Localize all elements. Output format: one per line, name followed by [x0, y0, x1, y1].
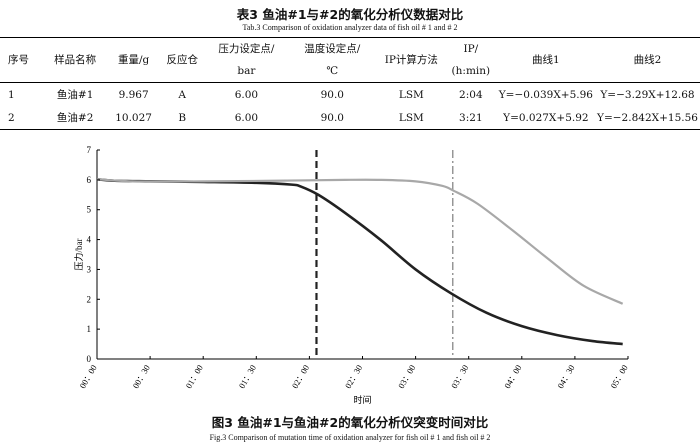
x-tick-label: 01：30: [237, 363, 258, 390]
x-tick-label: 04：30: [555, 363, 576, 390]
header-cell: IP/(h:min): [444, 37, 497, 83]
x-tick-label: 02：00: [290, 363, 311, 390]
y-tick-label: 1: [87, 324, 92, 334]
figure-title: 图3 鱼油#1与鱼油#2的氧化分析仪突变时间对比: [211, 415, 489, 430]
figure-subtitle: Fig.3 Comparison of mutation time of oxi…: [209, 433, 491, 442]
y-tick-label: 4: [87, 235, 92, 245]
y-tick-label: 5: [87, 205, 92, 215]
table-cell: Y=−3.29X+12.68: [600, 88, 695, 101]
table-cell: 2:04: [459, 88, 483, 101]
x-tick-labels: 00：00 00：30 01：00 01：30 02：00 02：30 03：00 03：30…: [77, 356, 630, 390]
header-cell: 温度设定点/℃: [286, 37, 378, 83]
series-line-fish-oil-2: [96, 178, 624, 305]
table-cell: 2: [0, 106, 42, 130]
x-tick-label: 00：00: [77, 363, 98, 390]
header-cell: IP计算方法: [377, 37, 445, 83]
y-axis-label: 压力/bar: [73, 239, 84, 271]
table-cell: 鱼油#2: [41, 106, 109, 130]
header-cell: 序号: [0, 37, 42, 83]
table-cell: Y=0.027X+5.92: [496, 106, 595, 130]
y-tick-label: 7: [87, 145, 92, 155]
series-line-fish-oil-1: [96, 177, 623, 346]
table-row: 2 鱼油#2 10.027 B 6.00 90.0 LSM 3:21 Y=0.0…: [0, 106, 700, 130]
table-cell: 1: [8, 88, 15, 101]
x-tick-label: 03：00: [396, 363, 417, 390]
y-tick-label: 2: [87, 294, 92, 304]
header-cell: 样品名称: [41, 37, 109, 83]
x-tick-label: 02：30: [343, 363, 364, 390]
y-tick-label: 3: [87, 264, 92, 274]
header-cell: 重量/g: [108, 37, 159, 83]
x-tick-label: 04：00: [502, 363, 523, 390]
table-cell: Y=−0.039X+5.96: [498, 88, 593, 101]
table-cell: A: [178, 88, 186, 101]
table-header-row: 序号 样品名称 重量/g 反应仓 压力设定点/bar 温度设定点/℃ IP计算方…: [0, 37, 700, 83]
table-cell: 9.967: [118, 88, 149, 101]
table-cell: 10.027: [108, 106, 159, 130]
table-row: 1 鱼油#1 9.967 A 6.00 90.0 LSM 2:04 Y=−0.0…: [0, 83, 700, 107]
table-cell: 3:21: [444, 106, 497, 130]
y-tick-label: 0: [87, 354, 92, 364]
table-cell: 6.00: [205, 106, 287, 130]
table-cell: Y=−2.842X+15.56: [595, 106, 700, 130]
x-tick-label: 03：30: [449, 363, 470, 390]
table-subtitle: Tab.3 Comparison of oxidation analyzer d…: [242, 23, 458, 32]
x-tick-label: 01：00: [184, 363, 205, 390]
table-cell: B: [158, 106, 206, 130]
y-tick-labels: 0 1 2 3 4 5 6 7: [87, 145, 100, 364]
table-cell: LSM: [377, 106, 445, 130]
x-tick-label: 00：30: [130, 363, 151, 390]
table-cell: 6.00: [234, 88, 259, 101]
comparison-table: 序号 样品名称 重量/g 反应仓 压力设定点/bar 温度设定点/℃ IP计算方…: [0, 37, 700, 130]
table-cell: LSM: [398, 88, 424, 101]
table-title: 表3 鱼油#1与#2的氧化分析仪数据对比: [236, 7, 464, 22]
mutation-markers: [315, 150, 454, 359]
header-cell: 压力设定点/bar: [205, 37, 287, 83]
chart-series: [96, 177, 624, 346]
table-cell: 90.0: [286, 106, 378, 130]
table-cell: 90.0: [320, 88, 344, 101]
x-tick-label: 05：00: [608, 363, 629, 390]
header-cell: 曲线2: [595, 37, 700, 83]
header-cell: 曲线1: [496, 37, 595, 83]
y-tick-label: 6: [87, 175, 92, 185]
x-axis-label: 时间: [353, 394, 371, 405]
header-cell: 反应仓: [158, 37, 206, 83]
table-cell: 鱼油#1: [56, 89, 94, 101]
